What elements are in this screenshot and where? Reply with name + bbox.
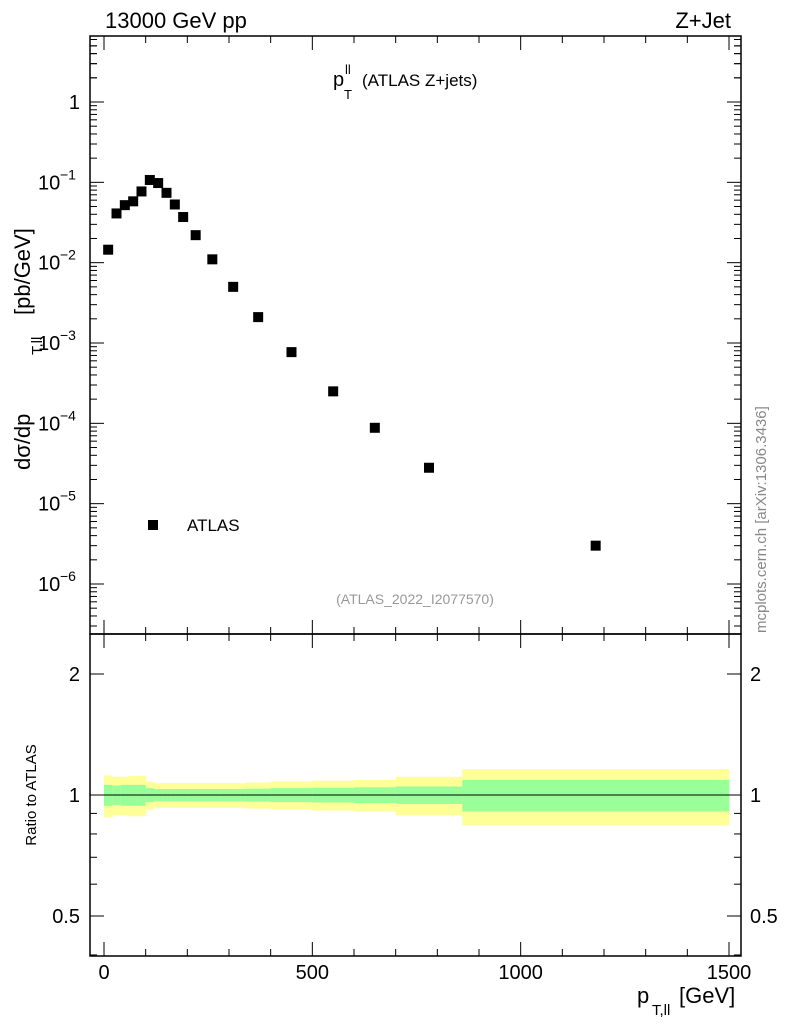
y-tick-label: 10 −4 [38,407,76,435]
main-frame [89,35,742,635]
green-band-bin [462,779,730,812]
y-tick-label-exponent: −1 [60,166,76,182]
main-y-axis-label: dσ/dp T,ll [pb/GeV] [10,228,46,470]
title-rest: (ATLAS Z+jets) [362,71,477,90]
ratio-y-tick-label-right: 0.5 [750,906,778,928]
xlabel-main: p [637,983,649,1008]
y-tick-label-exponent: −6 [60,568,76,584]
x-tick-label: 1500 [707,962,752,984]
ylabel-main: dσ/dp [10,414,35,470]
ratio-panel: 2 2 1 1 0.5 0.5 0 500 1000 1500 Ratio to ATLAS p … [23,633,778,1019]
title-sub: T [344,87,352,102]
data-point [369,422,380,433]
data-point [169,199,180,210]
ratio-y-axis-label: Ratio to ATLAS [23,744,40,845]
data-point [228,281,239,292]
data-point [103,244,114,255]
y-tick-label: 10 −6 [38,568,76,596]
ratio-y-tick-label-left: 2 [69,664,80,686]
y-tick-label-base: 10 [38,172,60,194]
y-tick-label-exponent: −5 [60,488,76,504]
title-main: p [333,69,344,91]
ratio-y-tick-label-left: 1 [69,785,80,807]
data-point [253,312,264,323]
data-points [103,174,601,551]
main-axis-ticks [90,36,741,634]
ratio-tick-labels: 2 2 1 1 0.5 0.5 0 500 1000 1500 [52,664,778,984]
y-tick-label-base: 1 [69,92,80,114]
y-tick-label: 1 [69,92,80,114]
header-left: 13000 GeV pp [105,8,247,33]
y-tick-label-exponent: −2 [60,247,76,263]
y-tick-label-exponent: −3 [60,327,76,343]
ylabel-rest: [pb/GeV] [10,228,35,315]
side-label: mcplots.cern.ch [arXiv:1306.3436] [753,406,770,633]
data-point [590,540,601,551]
y-tick-label-base: 10 [38,574,60,596]
ratio-y-tick-label-right: 1 [750,785,761,807]
data-point [111,208,122,219]
ratio-y-tick-label-left: 0.5 [52,906,80,928]
x-tick-label: 1000 [498,962,543,984]
y-tick-label: 10 −2 [38,247,76,275]
y-tick-label: 10 −3 [38,327,76,355]
y-tick-label-base: 10 [38,494,60,516]
main-y-tick-labels: 110−110−210−310−410−510−6 [38,92,80,596]
analysis-watermark: (ATLAS_2022_I2077570) [336,591,494,607]
legend-label: ATLAS [187,516,240,535]
data-point [153,178,164,189]
x-tick-label: 500 [296,962,329,984]
ratio-uncertainty-bands [90,769,741,826]
data-point [128,196,139,207]
x-axis-label: p T,ll [GeV] [637,983,735,1019]
x-tick-label: 0 [98,962,109,984]
data-point [207,254,218,265]
ratio-y-tick-label-right: 2 [750,664,761,686]
y-tick-label-base: 10 [38,413,60,435]
data-point [161,187,172,198]
data-point [119,200,130,211]
ratio-axis-ticks [90,634,741,956]
data-point [178,212,189,223]
y-tick-label-base: 10 [38,253,60,275]
data-point [136,186,147,197]
ylabel-sub: T,ll [29,337,46,355]
y-tick-label: 10 −1 [38,166,76,194]
data-point [328,386,339,397]
data-point [144,174,155,185]
data-point [286,347,297,358]
xlabel-sub: T,ll [652,1002,670,1019]
y-tick-label-base: 10 [38,333,60,355]
legend: ATLAS [148,516,240,535]
title-sup: ll [345,62,351,77]
y-tick-label: 10 −5 [38,488,76,516]
legend-marker [148,520,158,530]
plot-title: p ll T (ATLAS Z+jets) [333,62,477,102]
main-panel: 110−110−210−310−410−510−6 p ll T (ATLAS … [10,35,742,635]
data-point [190,230,201,241]
header-right: Z+Jet [675,8,731,33]
data-point [424,462,434,473]
xlabel-rest: [GeV] [679,983,735,1008]
y-tick-label-exponent: −4 [60,407,76,423]
